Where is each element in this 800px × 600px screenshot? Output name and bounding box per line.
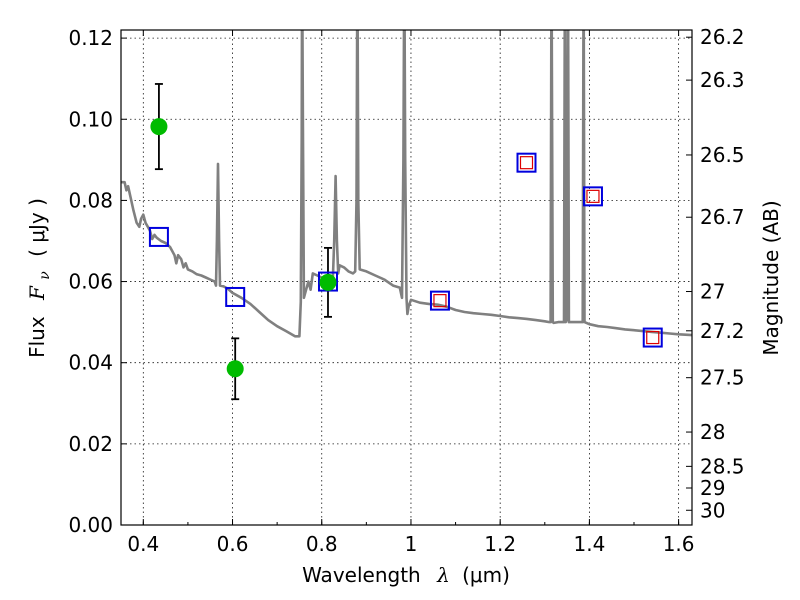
markers-layer <box>148 83 663 401</box>
model-square-blue <box>582 186 603 207</box>
y2-tick-label: 29 <box>700 476 725 500</box>
y2-tick-label: 27 <box>700 280 725 304</box>
model-square-blue <box>642 327 663 348</box>
y-tick-label: 0.06 <box>68 270 113 294</box>
y-axis-title-subscript: ν <box>37 271 53 280</box>
observed-flux-point <box>319 273 337 291</box>
y-tick-label: 0.04 <box>68 351 113 375</box>
x-tick-label: 0.8 <box>306 532 338 556</box>
y-axis-title-prefix: Flux <box>25 316 49 358</box>
axis-ticks: 0.4 0.6 0.8 1 1.2 1.4 1.6 0.00 0.02 0.04 0.06 0.08 0… <box>68 25 744 556</box>
x-axis-title: Wavelength λ (μm) <box>302 563 510 587</box>
x-tick-label: 1.2 <box>484 532 516 556</box>
observed-flux-point <box>226 360 244 378</box>
y2-tick-label: 26.7 <box>700 205 745 229</box>
y-tick-label: 0.08 <box>68 188 113 212</box>
y-axis-title-symbol: F <box>25 285 49 301</box>
plot-frame <box>120 29 693 526</box>
y-axis-title-unit: ( μJy ) <box>25 198 49 257</box>
model-square-red <box>519 156 534 170</box>
y2-tick-label: 26.3 <box>700 68 745 92</box>
y2-tick-label: 27.5 <box>700 366 745 390</box>
y2-axis-title: Magnitude (AB) <box>759 200 783 355</box>
x-tick-label: 1.6 <box>663 532 695 556</box>
y2-tick-label: 26.2 <box>700 25 745 49</box>
y2-tick-label: 28 <box>700 420 725 444</box>
y-tick-label: 0.00 <box>68 513 113 537</box>
y-tick-label: 0.02 <box>68 432 113 456</box>
model-square-blue <box>225 286 246 307</box>
y-tick-label: 0.12 <box>68 26 113 50</box>
x-tick-label: 1.4 <box>573 532 605 556</box>
x-axis-title-symbol: λ <box>436 563 450 587</box>
y2-tick-label: 26.5 <box>700 143 745 167</box>
model-square-red <box>646 330 660 345</box>
model-square-red <box>433 294 447 308</box>
model-square-blue <box>148 226 169 247</box>
x-axis-title-unit: (μm) <box>462 563 510 587</box>
model-square-blue <box>516 152 537 173</box>
x-axis-title-prefix: Wavelength <box>302 563 421 587</box>
x-tick-label: 0.4 <box>127 532 159 556</box>
x-tick-label: 1 <box>405 532 418 556</box>
y-axis-title: Flux F ν ( μJy ) <box>25 198 54 358</box>
sed-spectrum-line <box>121 30 692 338</box>
x-tick-label: 0.6 <box>217 532 249 556</box>
model-square-blue <box>429 290 450 311</box>
y2-tick-label: 30 <box>700 498 725 522</box>
spectrum-layer <box>121 30 692 338</box>
y2-tick-label: 28.5 <box>700 454 745 478</box>
observed-flux-point <box>150 118 168 136</box>
y2-tick-label: 27.2 <box>700 319 745 343</box>
y-tick-label: 0.10 <box>68 107 113 131</box>
model-square-red <box>586 189 600 203</box>
